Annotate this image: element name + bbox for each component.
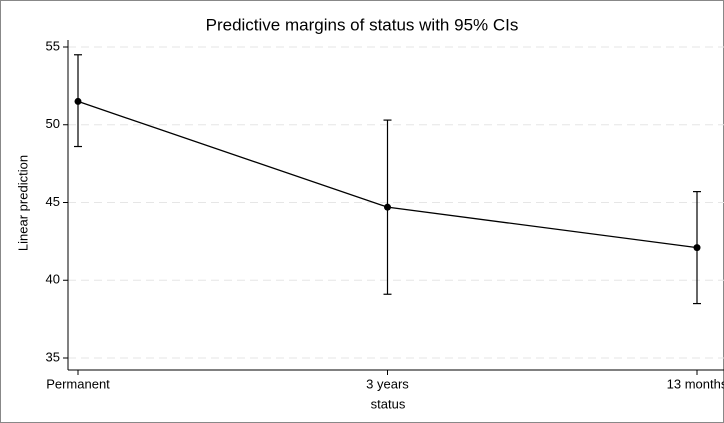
point (693, 244, 701, 252)
x-tick-label: Permanent (46, 376, 110, 391)
y-axis-label: Linear prediction (15, 155, 30, 251)
chart-title: Predictive margins of status with 95% CI… (206, 15, 519, 34)
y-tick-label: 40 (46, 272, 60, 287)
y-tick-label: 50 (46, 116, 60, 131)
point (74, 97, 82, 105)
point (384, 203, 391, 211)
x-axis-label: status (371, 396, 406, 411)
y-tick-label: 45 (46, 194, 60, 209)
y-tick-label: 55 (46, 38, 60, 53)
y-tick-label: 35 (46, 349, 60, 364)
x-tick-label: 13 months (667, 376, 724, 391)
x-tick-label: 3 years (366, 376, 409, 391)
